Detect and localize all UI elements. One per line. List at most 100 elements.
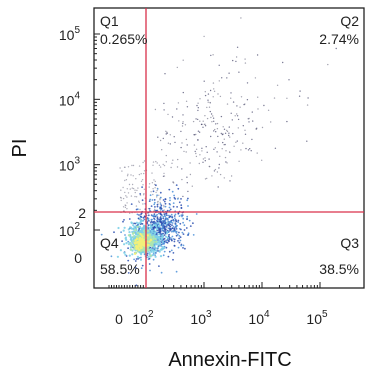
event-point <box>223 138 225 140</box>
event-point <box>154 237 157 241</box>
event-point <box>151 244 154 247</box>
event-point <box>282 61 284 64</box>
event-point <box>213 130 215 132</box>
event-point <box>127 166 130 168</box>
event-point <box>197 118 199 121</box>
event-point <box>211 121 213 123</box>
event-point <box>131 240 135 243</box>
event-point <box>195 118 197 120</box>
event-point <box>163 206 165 208</box>
event-point <box>219 95 222 98</box>
event-point <box>158 194 160 196</box>
event-point <box>126 208 128 210</box>
event-point <box>199 98 201 100</box>
event-point <box>181 214 184 217</box>
quadrant-name-q4: Q4 <box>100 235 119 251</box>
event-point <box>140 240 143 243</box>
event-point <box>185 100 188 103</box>
event-point <box>201 150 203 152</box>
event-point <box>137 217 140 220</box>
event-point <box>137 235 140 238</box>
event-point <box>132 242 135 245</box>
event-point <box>234 115 236 117</box>
event-point <box>157 243 160 246</box>
event-point <box>187 233 190 236</box>
event-point <box>164 228 167 231</box>
event-point <box>125 195 127 197</box>
event-point <box>152 164 154 166</box>
event-point <box>154 208 156 210</box>
event-point <box>158 265 160 267</box>
event-point <box>256 127 258 129</box>
event-point <box>141 179 144 181</box>
event-point <box>129 235 132 239</box>
event-point <box>184 124 187 126</box>
event-point <box>139 219 142 223</box>
event-point <box>202 126 204 128</box>
y-axis-title: PI <box>9 139 31 158</box>
event-point <box>151 229 154 232</box>
event-point <box>163 109 165 111</box>
y-gate-label: 2 <box>78 205 86 221</box>
event-point <box>128 183 131 186</box>
event-point <box>180 130 182 133</box>
event-point <box>238 71 240 73</box>
event-point <box>135 221 138 224</box>
y-tick-label: 103 <box>59 156 81 174</box>
event-point <box>156 213 159 216</box>
event-point <box>206 106 208 109</box>
event-point <box>131 253 134 256</box>
event-point <box>208 158 210 160</box>
event-point <box>220 115 223 118</box>
event-point <box>116 255 119 258</box>
event-point <box>273 97 276 99</box>
event-point <box>147 246 150 249</box>
event-point <box>261 126 264 129</box>
event-point <box>172 159 174 161</box>
quadrant-percent-q3: 38.5% <box>319 261 359 277</box>
event-point <box>156 205 159 208</box>
event-point <box>165 241 168 244</box>
event-point <box>157 221 160 224</box>
event-point <box>140 256 142 259</box>
event-point <box>251 138 253 141</box>
event-point <box>200 123 203 126</box>
event-point <box>199 154 201 156</box>
event-point <box>210 54 212 57</box>
event-point <box>156 189 158 192</box>
event-point <box>222 141 224 144</box>
event-point <box>134 228 137 232</box>
y-tick-label: 104 <box>59 90 81 108</box>
x-tick-label: 0 <box>115 311 123 327</box>
event-point <box>159 248 162 251</box>
event-point <box>177 212 180 215</box>
event-point <box>202 161 204 163</box>
event-point <box>195 213 198 215</box>
event-point <box>197 107 199 109</box>
event-point <box>215 123 217 125</box>
event-point <box>164 215 167 218</box>
event-point <box>177 102 180 104</box>
event-point <box>136 255 139 258</box>
event-point <box>185 138 188 141</box>
event-point <box>163 209 165 211</box>
event-point <box>181 125 184 127</box>
event-point <box>176 166 179 168</box>
event-point <box>175 184 178 187</box>
event-point <box>256 152 258 154</box>
event-point <box>173 182 175 184</box>
event-point <box>213 90 216 93</box>
event-point <box>129 212 131 214</box>
event-point <box>236 46 239 48</box>
event-point <box>228 132 230 134</box>
event-point <box>148 263 151 265</box>
event-point <box>196 104 198 107</box>
event-point <box>168 250 171 253</box>
event-point <box>299 90 301 92</box>
event-point <box>129 188 131 190</box>
event-point <box>176 233 179 236</box>
event-point <box>270 121 272 123</box>
event-point <box>161 245 164 248</box>
event-point <box>155 191 157 194</box>
event-point <box>157 237 160 240</box>
